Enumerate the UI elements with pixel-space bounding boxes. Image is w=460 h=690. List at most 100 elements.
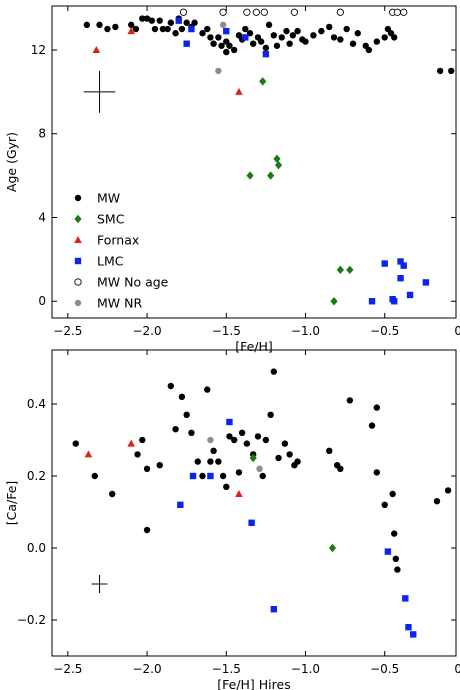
legend-marker-mw: [74, 194, 82, 202]
point-mw: [194, 458, 201, 465]
point-mw: [207, 458, 214, 465]
point-lmc: [400, 262, 407, 269]
x-tick-label: −2.0: [132, 662, 161, 676]
point-mw: [262, 44, 270, 52]
point-mw-no-age: [260, 8, 268, 16]
y-tick-label: 0.4: [27, 397, 46, 411]
point-smc: [330, 297, 338, 306]
point-mw: [109, 490, 116, 498]
x-tick-label: −1.5: [212, 662, 241, 676]
x-tick-label: −2.5: [53, 662, 82, 676]
point-lmc: [223, 27, 230, 35]
point-mw: [207, 34, 214, 41]
point-mw: [104, 25, 111, 33]
point-mw-no-age: [243, 8, 251, 16]
point-lmc: [207, 472, 214, 480]
point-mw: [96, 21, 103, 29]
point-smc: [336, 265, 344, 275]
x-tick-label: −1.0: [291, 324, 320, 338]
point-mw: [191, 19, 198, 26]
point-mw: [230, 436, 238, 444]
point-smc: [328, 543, 337, 553]
error-bar: [83, 70, 116, 113]
point-mw: [281, 440, 289, 447]
point-mw: [354, 30, 361, 37]
data-points: [72, 368, 452, 638]
legend-label-fornax: Fornax: [97, 233, 139, 248]
x-axis-label: [Fe/H] Hires: [217, 677, 290, 690]
point-mw: [368, 422, 376, 429]
point-mw: [381, 34, 388, 41]
point-mw: [226, 42, 233, 49]
point-mw: [346, 397, 354, 404]
y-tick-label: 0.2: [27, 469, 46, 483]
point-mw: [433, 498, 441, 505]
point-mw: [343, 25, 350, 33]
point-mw: [167, 382, 175, 390]
point-mw: [294, 27, 301, 35]
y-tick-label: 8: [38, 127, 46, 141]
point-mw: [278, 34, 285, 41]
age-metallicity-panel: −2.5 −2.0 −1.5 −1.0 −0.5 0.0 0 4 8 12 MW SMC Fornax…: [4, 5, 460, 354]
legend-marker-mw-no-age: [74, 278, 82, 286]
point-mw: [349, 40, 357, 47]
x-tick-label: −2.0: [132, 324, 161, 338]
legend-marker-fornax: [74, 236, 82, 243]
point-lmc: [270, 606, 278, 613]
point-mw: [365, 46, 373, 54]
point-mw: [242, 25, 249, 33]
point-mw: [273, 42, 281, 49]
point-mw: [167, 19, 175, 26]
point-mw-nr: [219, 21, 227, 29]
point-mw: [286, 451, 293, 458]
point-mw-no-age: [290, 8, 299, 16]
point-mw: [381, 501, 388, 508]
point-mw: [310, 32, 317, 39]
legend-label-mw: MW: [97, 191, 120, 206]
point-mw: [394, 566, 401, 573]
point-smc: [246, 171, 254, 180]
legend-marker-mw-nr: [74, 299, 82, 307]
legend-marker-smc: [74, 214, 82, 224]
point-lmc: [248, 519, 255, 526]
point-mw: [294, 458, 301, 465]
point-mw: [286, 40, 293, 47]
point-mw: [270, 32, 278, 39]
point-mw: [223, 483, 230, 490]
point-smc: [346, 265, 354, 275]
point-mw: [172, 30, 179, 37]
x-tick-label: −1.5: [212, 324, 241, 338]
point-mw: [204, 25, 211, 33]
point-lmc: [384, 548, 392, 555]
error-bar: [91, 575, 108, 593]
y-axis-label: Age (Gyr): [4, 132, 19, 192]
axis-ticks: −2.5 −2.0 −1.5 −1.0 −0.5 0.0 0 4 8 12: [31, 6, 460, 338]
point-mw: [72, 440, 79, 447]
point-lmc: [242, 34, 249, 41]
point-mw: [448, 67, 455, 75]
point-lmc: [422, 279, 430, 286]
point-mw: [226, 433, 233, 440]
point-mw: [159, 25, 167, 33]
point-fornax: [127, 439, 136, 447]
point-mw: [128, 21, 135, 29]
point-lmc: [391, 298, 398, 305]
point-mw-nr: [256, 465, 263, 472]
point-mw: [112, 23, 119, 31]
point-lmc: [402, 595, 409, 602]
point-mw-nr: [207, 436, 214, 444]
point-fornax: [127, 27, 136, 35]
point-mw: [91, 472, 98, 480]
point-mw: [204, 386, 211, 393]
point-mw: [199, 30, 206, 37]
point-lmc: [368, 298, 376, 305]
point-mw: [151, 25, 159, 33]
point-mw: [289, 32, 297, 39]
y-tick-label: 0: [38, 294, 46, 308]
point-mw: [183, 19, 190, 26]
point-smc: [273, 154, 281, 164]
point-mw: [337, 465, 344, 472]
x-tick-label: 0.0: [454, 324, 460, 338]
point-smc: [274, 160, 283, 170]
